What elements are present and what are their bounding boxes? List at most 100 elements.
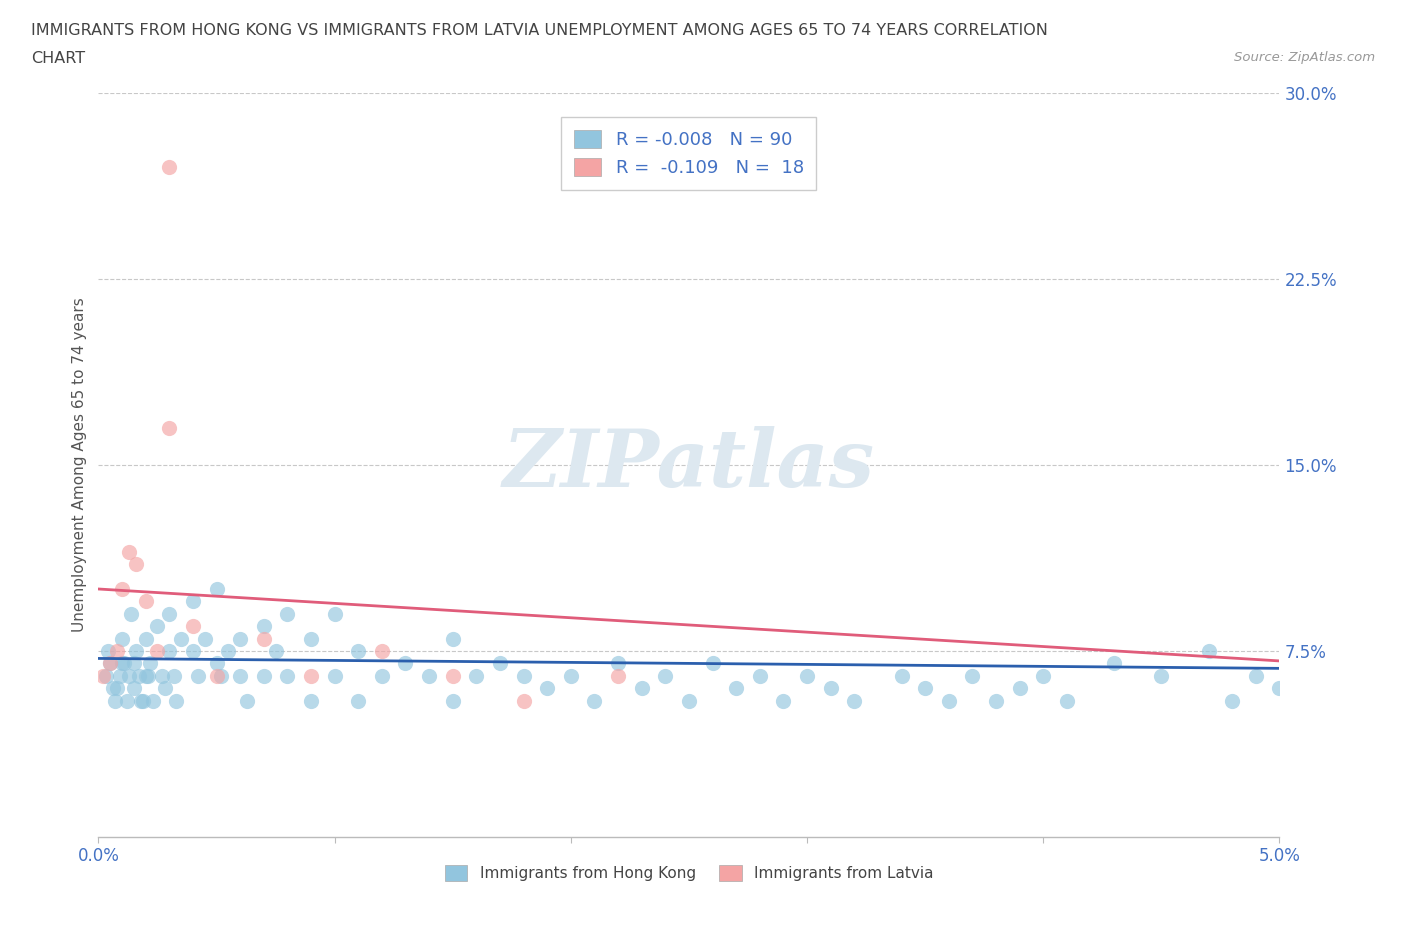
Point <box>276 606 298 621</box>
Point <box>323 669 346 684</box>
Point <box>371 644 394 658</box>
Point <box>122 681 145 696</box>
Point <box>98 656 121 671</box>
Point <box>630 681 652 696</box>
Point <box>150 669 173 684</box>
Point <box>441 631 464 646</box>
Point <box>146 618 169 633</box>
Point <box>276 669 298 684</box>
Point <box>181 594 204 609</box>
Point <box>122 656 145 671</box>
Point <box>725 681 748 696</box>
Point <box>217 644 239 658</box>
Point <box>181 618 204 633</box>
Point <box>194 631 217 646</box>
Point <box>146 644 169 658</box>
Point <box>163 669 186 684</box>
Point <box>371 669 394 684</box>
Point <box>299 669 322 684</box>
Point <box>748 669 770 684</box>
Point <box>129 693 152 708</box>
Point <box>157 644 180 658</box>
Text: CHART: CHART <box>31 51 84 66</box>
Point <box>938 693 960 708</box>
Point <box>512 669 534 684</box>
Point <box>323 606 346 621</box>
Point <box>1268 681 1291 696</box>
Point <box>583 693 606 708</box>
Point <box>118 544 141 559</box>
Point <box>104 693 127 708</box>
Point <box>962 669 984 684</box>
Point <box>105 644 128 658</box>
Point <box>1198 644 1220 658</box>
Point <box>253 631 276 646</box>
Point <box>125 644 148 658</box>
Point <box>139 656 162 671</box>
Point <box>135 631 157 646</box>
Point <box>890 669 912 684</box>
Point <box>157 160 180 175</box>
Point <box>772 693 794 708</box>
Point <box>121 606 143 621</box>
Point <box>142 693 165 708</box>
Point <box>1032 669 1054 684</box>
Point <box>560 669 582 684</box>
Point <box>512 693 534 708</box>
Point <box>205 656 228 671</box>
Point <box>112 656 135 671</box>
Point <box>984 693 1007 708</box>
Point <box>418 669 440 684</box>
Point <box>299 631 322 646</box>
Point <box>253 618 276 633</box>
Point <box>157 606 180 621</box>
Point <box>347 644 370 658</box>
Point <box>165 693 187 708</box>
Point <box>170 631 193 646</box>
Point <box>229 669 252 684</box>
Point <box>1150 669 1173 684</box>
Point <box>1220 693 1243 708</box>
Point <box>181 644 204 658</box>
Text: IMMIGRANTS FROM HONG KONG VS IMMIGRANTS FROM LATVIA UNEMPLOYMENT AMONG AGES 65 T: IMMIGRANTS FROM HONG KONG VS IMMIGRANTS … <box>31 23 1047 38</box>
Point <box>136 669 159 684</box>
Point <box>914 681 936 696</box>
Point <box>111 631 134 646</box>
Point <box>299 693 322 708</box>
Point <box>91 669 114 684</box>
Point <box>115 693 138 708</box>
Point <box>101 681 124 696</box>
Point <box>796 669 818 684</box>
Point <box>253 669 276 684</box>
Point <box>132 693 155 708</box>
Point <box>111 581 134 596</box>
Point <box>97 644 120 658</box>
Point <box>347 693 370 708</box>
Point <box>607 669 630 684</box>
Point <box>654 669 676 684</box>
Point <box>205 581 228 596</box>
Text: ZIPatlas: ZIPatlas <box>503 426 875 504</box>
Point <box>441 669 464 684</box>
Point <box>236 693 259 708</box>
Point <box>105 681 128 696</box>
Point <box>108 669 131 684</box>
Y-axis label: Unemployment Among Ages 65 to 74 years: Unemployment Among Ages 65 to 74 years <box>72 298 87 632</box>
Point <box>157 420 180 435</box>
Point <box>820 681 842 696</box>
Legend: Immigrants from Hong Kong, Immigrants from Latvia: Immigrants from Hong Kong, Immigrants fr… <box>437 857 941 889</box>
Point <box>1008 681 1031 696</box>
Point <box>118 669 141 684</box>
Point <box>209 669 232 684</box>
Point <box>125 557 148 572</box>
Point <box>465 669 488 684</box>
Point <box>489 656 512 671</box>
Point <box>94 669 117 684</box>
Point <box>1244 669 1267 684</box>
Point <box>98 656 121 671</box>
Point <box>702 656 724 671</box>
Point <box>607 656 630 671</box>
Point <box>1102 656 1125 671</box>
Point <box>135 594 157 609</box>
Point <box>205 669 228 684</box>
